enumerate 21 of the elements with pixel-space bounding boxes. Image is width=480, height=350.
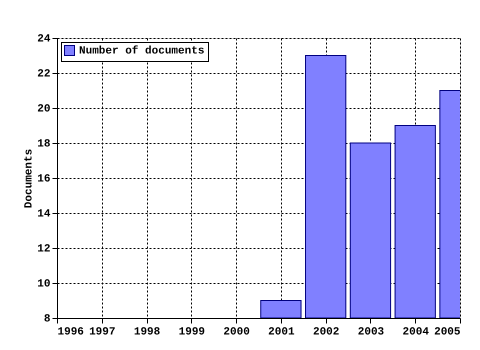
y-tick-label: 8 [44,314,51,326]
x-tick-label: 2005 [434,326,461,338]
legend-label: Number of documents [79,44,204,58]
x-tick-label: 1998 [134,326,161,338]
y-tick-label: 12 [37,244,50,256]
y-tick-label: 14 [37,208,51,220]
x-tick-label: 2000 [223,326,250,338]
y-tick-label: 16 [37,174,50,186]
x-tick-label: 2001 [268,326,295,338]
x-tick-label: 1996 [58,326,84,338]
y-tick-label: 22 [37,68,50,80]
x-tick-label: 2002 [312,326,340,338]
x-tick-label: 1997 [89,326,116,338]
x-tick-label: 2004 [402,326,430,338]
y-tick-label: 18 [37,138,51,150]
x-tick-label: 2003 [358,326,385,338]
y-tick-label: 20 [37,104,50,116]
y-axis-title: Documents [23,148,36,208]
x-tick-label: 1999 [178,326,206,338]
y-tick-label: 24 [37,34,51,46]
y-tick-label: 10 [37,278,50,290]
